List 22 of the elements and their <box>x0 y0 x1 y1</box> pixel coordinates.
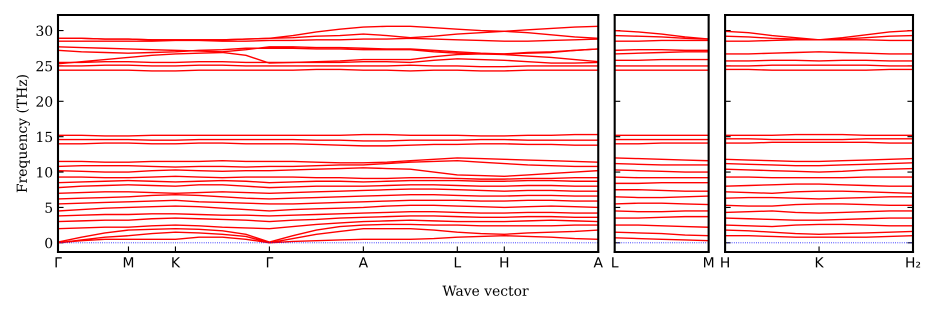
x-tick-label: L <box>454 257 462 268</box>
y-tick-label: 20 <box>36 96 52 107</box>
y-tick-label: 5 <box>45 202 52 213</box>
x-tick-label: H <box>500 257 508 268</box>
y-tick-label: 0 <box>45 238 52 248</box>
x-tick-label: Γ <box>266 257 274 268</box>
x-axis-title: Wave vector <box>442 286 529 296</box>
x-tick-label: A <box>358 257 368 268</box>
x-tick-label: K <box>816 257 824 268</box>
y-tick-label: 30 <box>36 26 52 36</box>
y-tick-label: 10 <box>37 167 52 178</box>
x-tick-label: K <box>172 257 180 268</box>
y-tick-label: 15 <box>37 132 52 142</box>
y-tick-label: 25 <box>36 60 52 72</box>
x-tick-label: H <box>721 257 729 268</box>
x-tick-label: A <box>594 257 603 268</box>
x-tick-label: H₂ <box>906 257 920 268</box>
x-tick-label: M <box>124 257 134 268</box>
x-tick-label: Γ <box>55 257 62 268</box>
x-tick-label: M <box>704 257 714 268</box>
y-axis-title: Frequency (THz) <box>16 75 30 192</box>
x-tick-label: L <box>612 257 618 268</box>
